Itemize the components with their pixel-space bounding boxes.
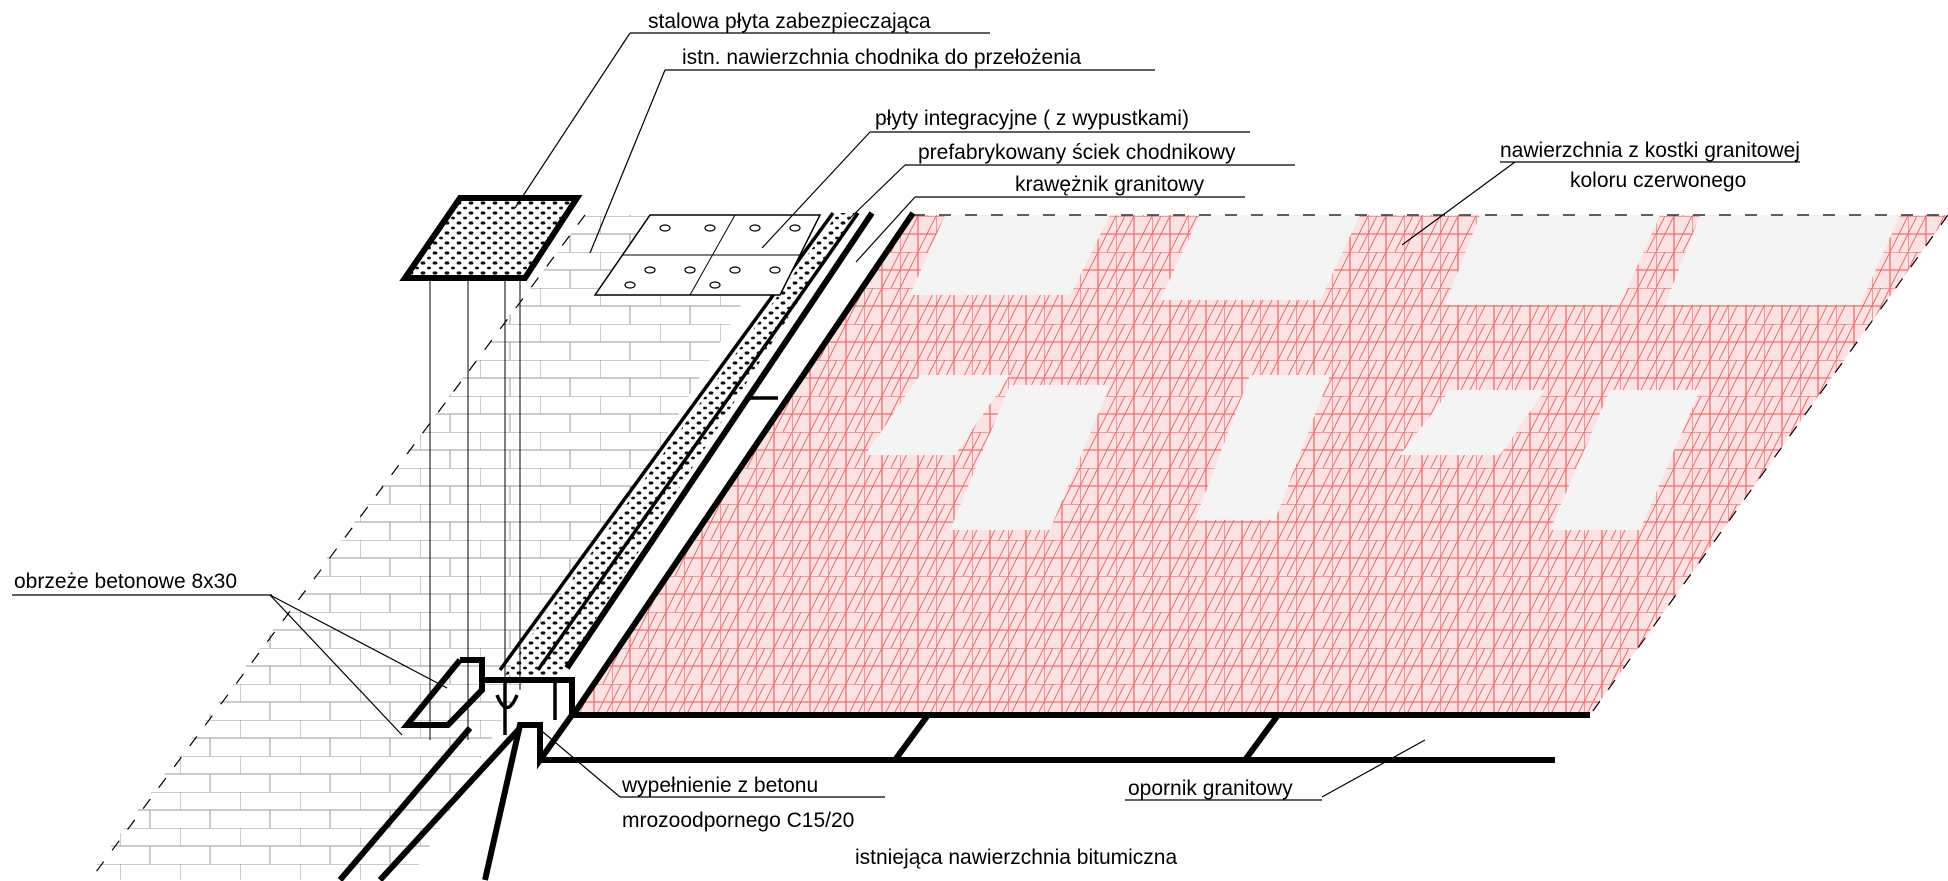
label-integration-plates: płyty integracyjne ( z wypustkami) — [870, 107, 1250, 133]
svg-text:wypełnienie z betonu: wypełnienie z betonu — [621, 774, 818, 797]
integration-plates — [593, 214, 822, 296]
label-granite-paving: nawierzchnia z kostki granitowej koloru … — [1500, 139, 1800, 192]
label-existing-sidewalk: istn. nawierzchnia chodnika do przełożen… — [665, 46, 1155, 71]
label-steel-plate: stalowa płyta zabezpieczająca — [630, 10, 990, 34]
label-existing-bitumen: istniejąca nawierzchnia bitumiczna — [855, 846, 1177, 869]
label-concrete-fill: wypełnienie z betonu mrozoodpornego C15/… — [620, 774, 885, 832]
svg-text:stalowa płyta zabezpieczająca: stalowa płyta zabezpieczająca — [648, 10, 931, 33]
steel-protection-plate — [399, 195, 583, 281]
svg-text:nawierzchnia z kostki granitow: nawierzchnia z kostki granitowej — [1500, 139, 1800, 162]
label-granite-curb: krawężnik granitowy — [915, 173, 1245, 198]
svg-text:prefabrykowany ściek chodnikow: prefabrykowany ściek chodnikowy — [918, 141, 1236, 164]
svg-text:obrzeże betonowe 8x30: obrzeże betonowe 8x30 — [14, 570, 237, 593]
label-concrete-edging: obrzeże betonowe 8x30 — [12, 570, 272, 596]
svg-text:istn. nawierzchnia chodnika do: istn. nawierzchnia chodnika do przełożen… — [682, 46, 1082, 69]
svg-text:istniejąca nawierzchnia bitumi: istniejąca nawierzchnia bitumiczna — [855, 846, 1177, 869]
svg-text:opornik granitowy: opornik granitowy — [1128, 777, 1293, 800]
svg-text:płyty integracyjne ( z wypustk: płyty integracyjne ( z wypustkami) — [875, 107, 1189, 130]
svg-text:krawężnik granitowy: krawężnik granitowy — [1015, 173, 1205, 196]
svg-text:koloru czerwonego: koloru czerwonego — [1570, 169, 1746, 192]
label-prefab-gutter: prefabrykowany ściek chodnikowy — [905, 141, 1295, 166]
curb-and-gutter — [337, 211, 1590, 881]
leader-lines — [269, 32, 1516, 798]
label-granite-stop: opornik granitowy — [1125, 777, 1322, 801]
svg-text:mrozoodpornego C15/20: mrozoodpornego C15/20 — [622, 809, 854, 832]
